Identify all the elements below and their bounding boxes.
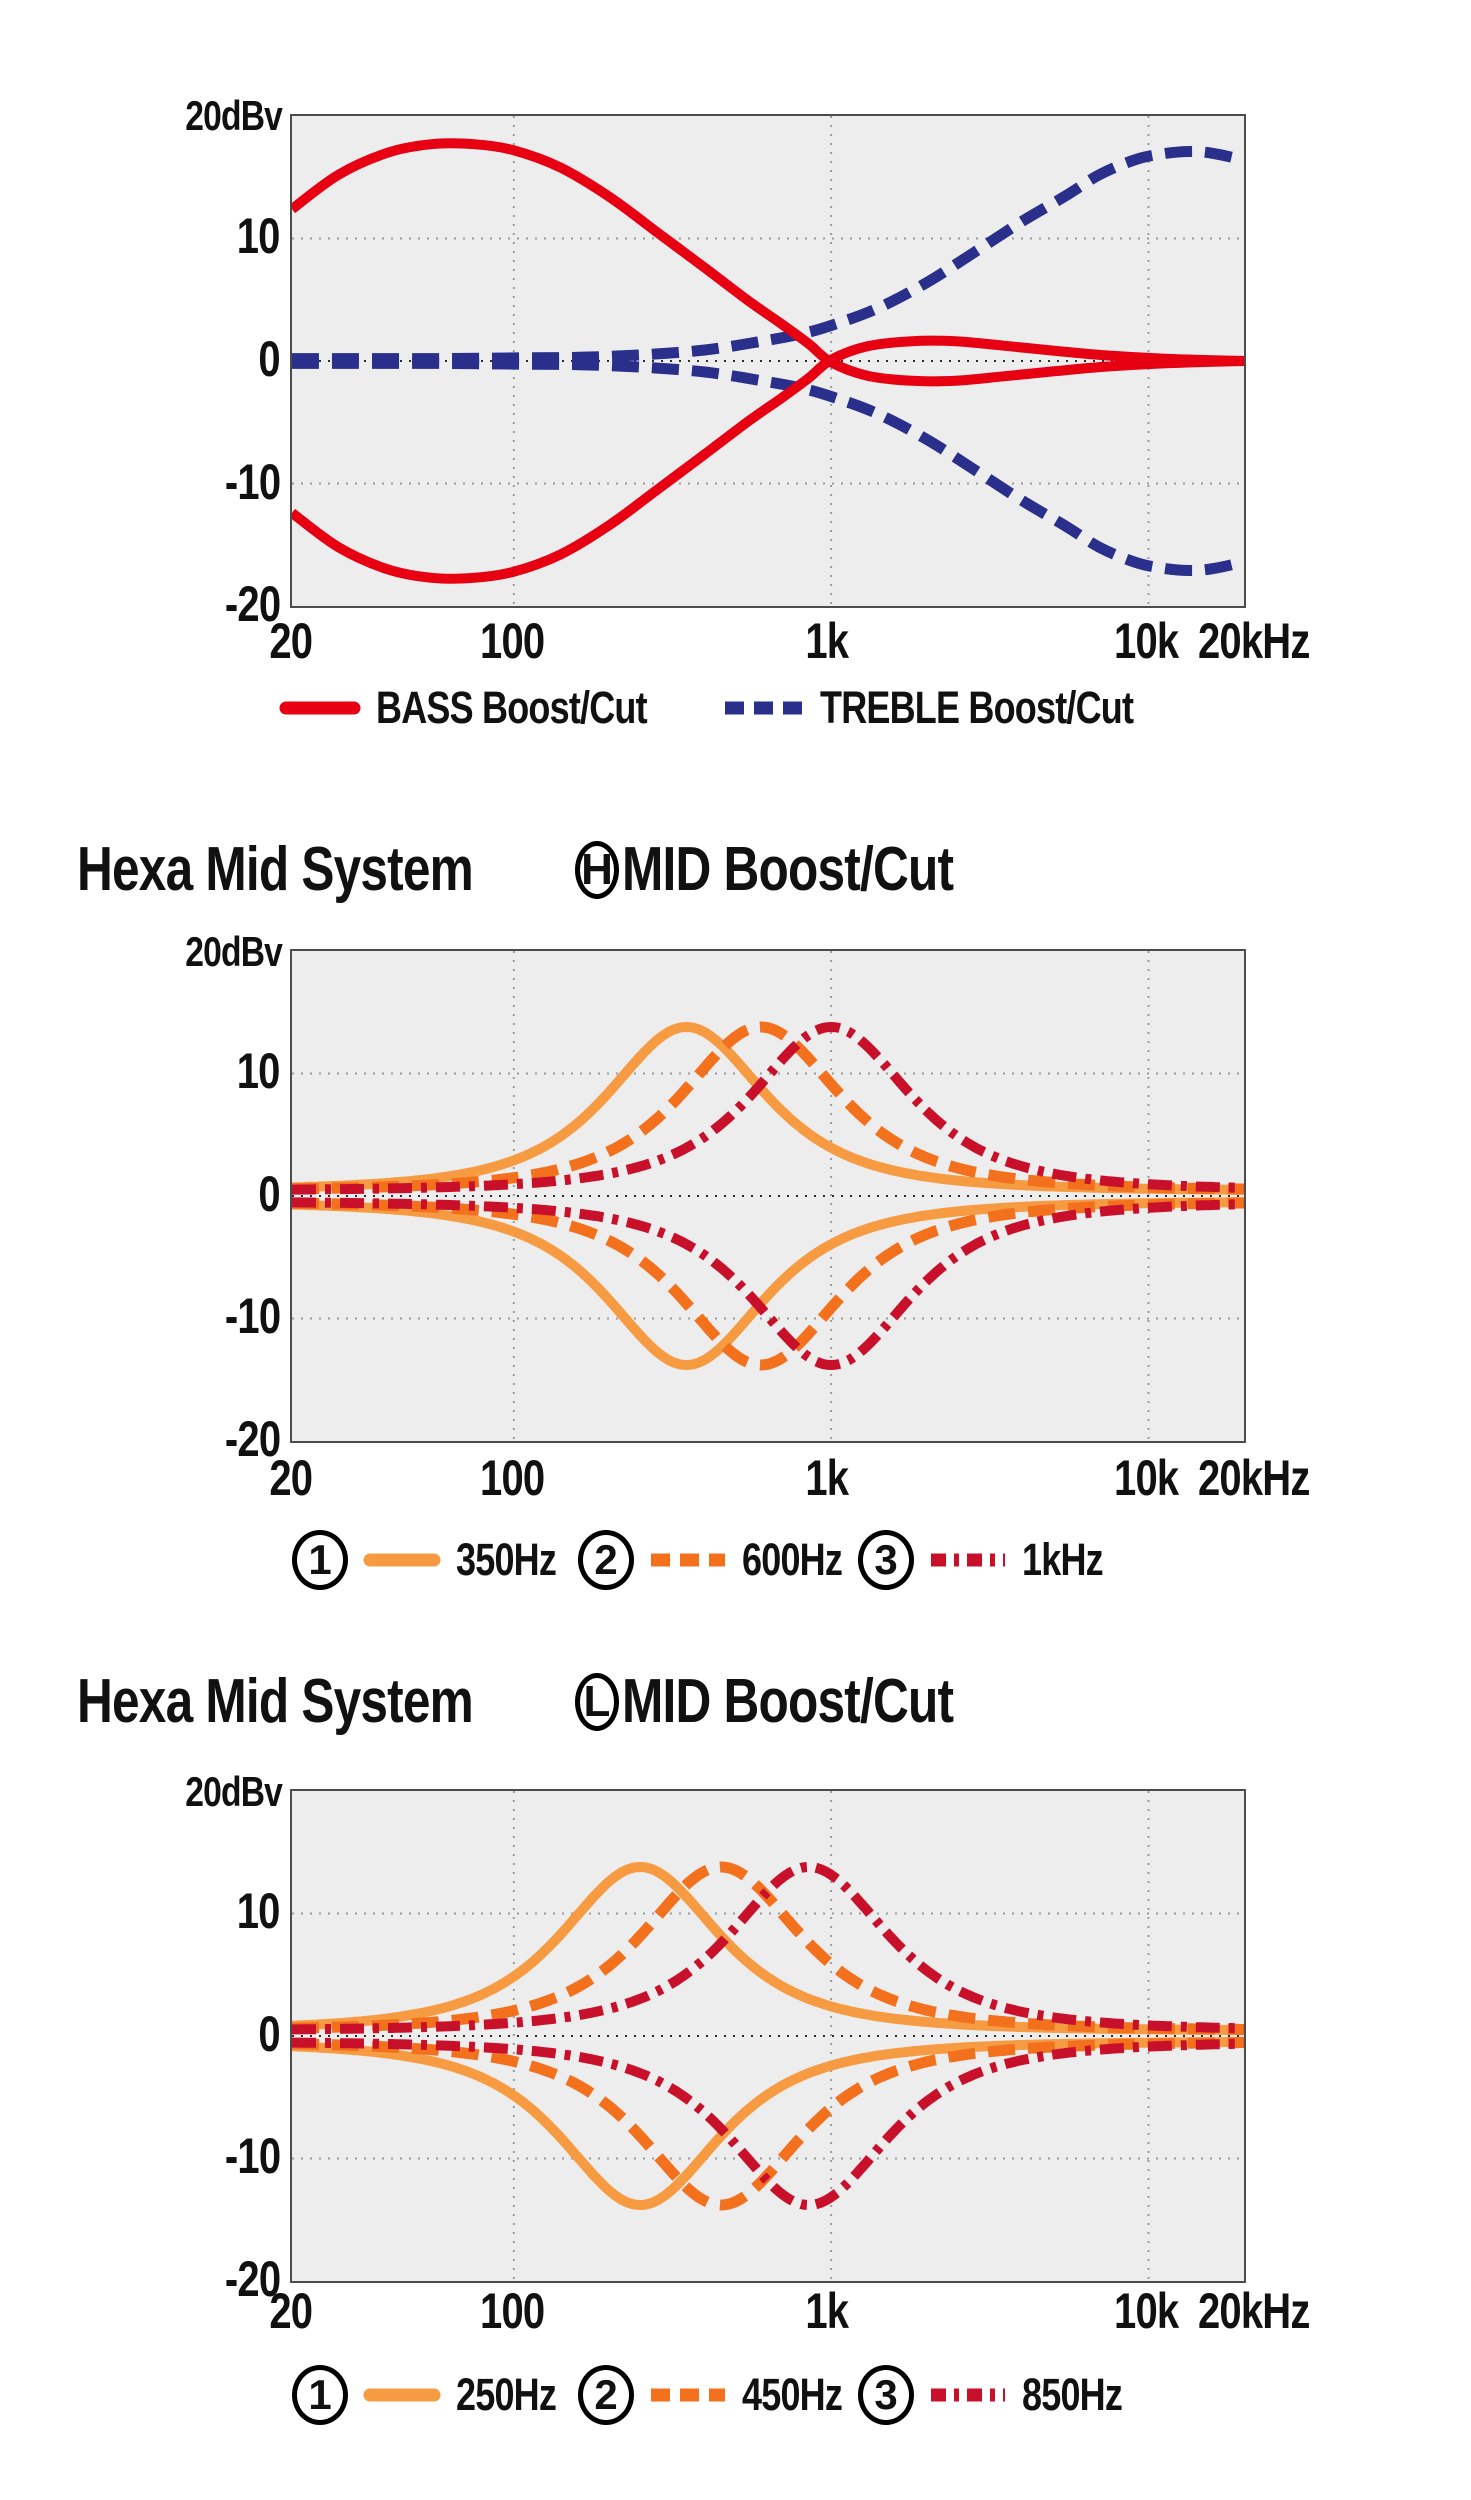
y-tick-m20: -20: [224, 1411, 281, 1467]
legend-350hz: 1 350Hz: [292, 1530, 581, 1590]
y-tick-0: 0: [258, 2006, 281, 2062]
x-tick-20: 20: [269, 2283, 314, 2339]
plot-area-bass-treble: [290, 114, 1246, 608]
hexa-h-title: Hexa Mid System H MID Boost/Cut: [77, 835, 954, 904]
x-tick-20khz: 20kHz: [1198, 1450, 1310, 1506]
legend-1khz-label: 1kHz: [1022, 1534, 1104, 1585]
hexa-l-title: Hexa Mid System L MID Boost/Cut: [77, 1667, 954, 1736]
y-tick-0: 0: [258, 331, 281, 387]
y-axis-unit-label: 20dBv: [185, 92, 283, 139]
legend-bass: BASS Boost/Cut: [278, 678, 715, 738]
y-tick-0: 0: [258, 1166, 281, 1222]
circled-1-icon: 1: [292, 2365, 348, 2425]
circled-2-icon: 2: [578, 1530, 634, 1590]
y-tick-m20: -20: [224, 2251, 281, 2307]
x-tick-20khz: 20kHz: [1198, 613, 1310, 669]
x-tick-10k: 10k: [1113, 1450, 1179, 1506]
x-tick-10k: 10k: [1113, 613, 1179, 669]
x-tick-20: 20: [269, 1450, 314, 1506]
x-tick-10k: 10k: [1113, 2283, 1179, 2339]
plot-area-hexa-h: [290, 949, 1246, 1443]
legend-600hz: 2 600Hz: [578, 1530, 867, 1590]
hexa-h-curves-svg: [292, 951, 1244, 1441]
dashed-line-swatch: [651, 1553, 725, 1567]
y-tick-m10: -10: [224, 454, 281, 510]
circled-3-icon: 3: [858, 1530, 914, 1590]
legend-treble: TREBLE Boost/Cut: [722, 678, 1211, 738]
legend-600hz-label: 600Hz: [742, 1534, 843, 1585]
x-tick-1k: 1k: [805, 2283, 850, 2339]
legend-250hz-label: 250Hz: [456, 2369, 557, 2420]
legend-bass-label: BASS Boost/Cut: [376, 682, 648, 733]
dashed-line-swatch: [651, 2388, 725, 2402]
bass-treble-curves-svg: [292, 116, 1244, 606]
x-tick-1k: 1k: [805, 1450, 850, 1506]
y-tick-m10: -10: [224, 1288, 281, 1344]
x-tick-100: 100: [479, 1450, 545, 1506]
circled-l-icon: L: [575, 1673, 619, 1731]
x-tick-20: 20: [269, 613, 314, 669]
legend-450hz: 2 450Hz: [578, 2365, 867, 2425]
legend-250hz: 1 250Hz: [292, 2365, 581, 2425]
circled-1-icon: 1: [292, 1530, 348, 1590]
treble-line-swatch: [725, 701, 803, 715]
dashdot-line-swatch: [931, 1553, 1005, 1567]
y-tick-10: 10: [237, 1883, 281, 1939]
solid-line-swatch: [363, 1553, 441, 1567]
legend-450hz-label: 450Hz: [742, 2369, 843, 2420]
legend-350hz-label: 350Hz: [456, 1534, 557, 1585]
x-tick-20khz: 20kHz: [1198, 2283, 1310, 2339]
bass-line-swatch: [279, 701, 361, 715]
x-tick-1k: 1k: [805, 613, 850, 669]
circled-3-icon: 3: [858, 2365, 914, 2425]
legend-1khz: 3 1kHz: [858, 1530, 1123, 1590]
legend-treble-label: TREBLE Boost/Cut: [820, 682, 1134, 733]
x-tick-100: 100: [479, 613, 545, 669]
legend-850hz-label: 850Hz: [1022, 2369, 1123, 2420]
y-tick-m10: -10: [224, 2128, 281, 2184]
circled-2-icon: 2: [578, 2365, 634, 2425]
hexa-l-curves-svg: [292, 1791, 1244, 2281]
y-tick-m20: -20: [224, 576, 281, 632]
circled-h-icon: H: [575, 841, 619, 899]
y-axis-unit-label: 20dBv: [185, 928, 283, 975]
dashdot-line-swatch: [931, 2388, 1005, 2402]
legend-850hz: 3 850Hz: [858, 2365, 1147, 2425]
y-tick-10: 10: [237, 1043, 281, 1099]
y-tick-10: 10: [237, 208, 281, 264]
plot-area-hexa-l: [290, 1789, 1246, 2283]
x-tick-100: 100: [479, 2283, 545, 2339]
y-axis-unit-label: 20dBv: [185, 1768, 283, 1815]
solid-line-swatch: [363, 2388, 441, 2402]
